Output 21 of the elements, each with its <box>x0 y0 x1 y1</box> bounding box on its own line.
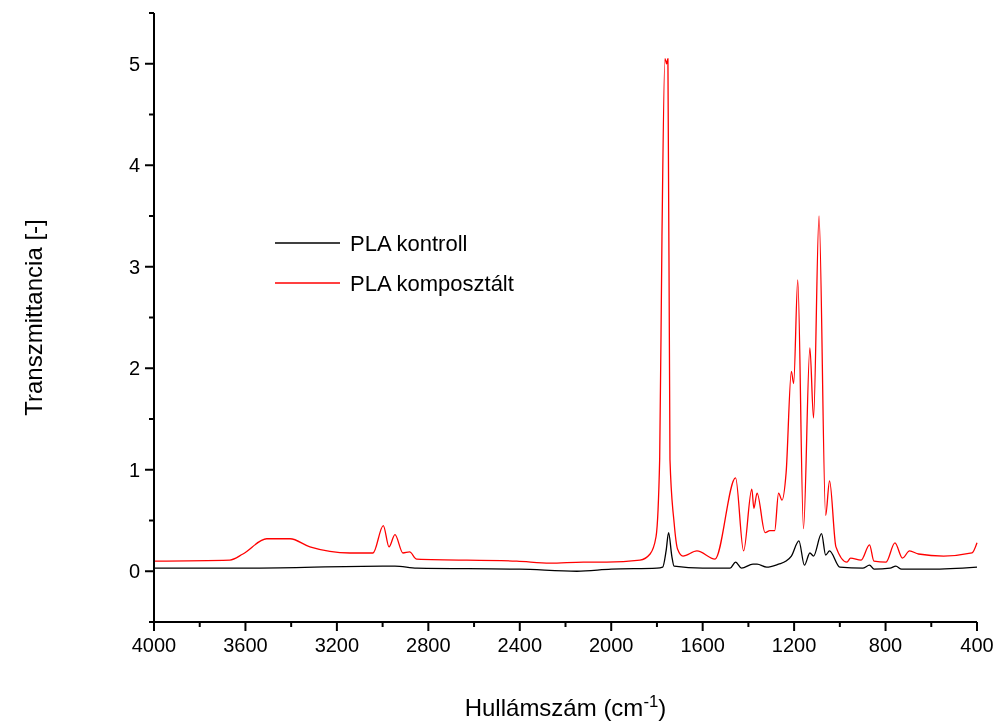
x-tick-label: 3200 <box>314 634 360 656</box>
y-tick-label: 1 <box>128 458 140 481</box>
y-tick-label: 3 <box>128 255 140 278</box>
x-tick-label: 1200 <box>771 634 817 656</box>
x-tick-label: 2000 <box>588 634 634 656</box>
x-axis-title: Hullámszám (cm$^{-1}$) <box>464 691 667 721</box>
legend-label: PLA kontroll <box>350 231 468 256</box>
x-tick-label: 400 <box>960 634 994 656</box>
x-tick-label: 3600 <box>223 634 268 656</box>
x-tick-label: 1600 <box>680 634 725 656</box>
x-tick-label: 2800 <box>406 634 451 656</box>
y-tick-label: 4 <box>128 154 140 177</box>
y-axis-title: Transzmittancia [-] <box>20 219 47 416</box>
line-series <box>153 58 978 564</box>
y-tick-label: 0 <box>128 560 140 583</box>
legend-label: PLA komposztált <box>350 271 514 296</box>
y-tick-label: 5 <box>128 52 140 75</box>
x-tick-label: 800 <box>868 634 903 656</box>
x-tick-label: 4000 <box>131 634 177 656</box>
y-tick-label: 2 <box>128 357 140 380</box>
x-tick-label: 2400 <box>497 634 543 656</box>
